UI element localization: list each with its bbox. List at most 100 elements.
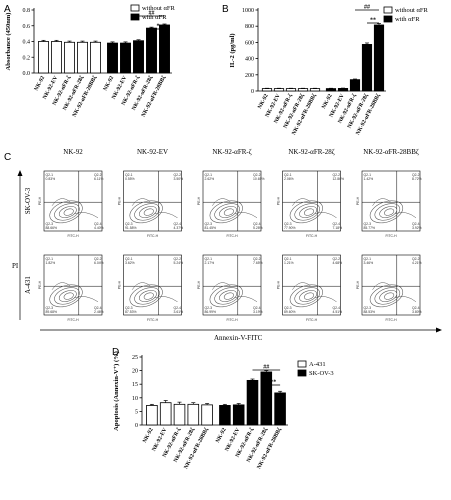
density-contour bbox=[131, 198, 151, 206]
panel-label-d: D bbox=[112, 347, 119, 358]
bar bbox=[120, 42, 131, 74]
quadrant-percent: 91.58% bbox=[125, 226, 137, 230]
legend-swatch bbox=[383, 15, 393, 23]
quadrant-name: Q2-3 bbox=[125, 306, 133, 310]
plot-ylabel: PE-H bbox=[197, 280, 201, 289]
y-tick-label: 0.4 bbox=[23, 40, 31, 46]
density-contour bbox=[129, 200, 163, 224]
quadrant-percent: 3.92% bbox=[412, 226, 422, 230]
density-contour bbox=[314, 212, 337, 218]
quadrant-percent: 89.68% bbox=[46, 310, 58, 314]
flow-plot: Q2-10.55% Q2-23.50% Q2-391.58% Q2-44.37% FIT… bbox=[118, 170, 183, 238]
legend-swatch bbox=[130, 4, 140, 12]
plot-xlabel: FITC-H bbox=[385, 318, 397, 322]
plot-ylabel: PE-H bbox=[277, 280, 281, 289]
flow-plot: Q2-11.42% Q2-28.72% Q2-385.77% Q2-43.92% FIT… bbox=[356, 170, 422, 238]
bar bbox=[107, 42, 118, 74]
bar bbox=[90, 41, 101, 74]
y-tick-label: 0 bbox=[135, 423, 138, 429]
quadrant-percent: 12.86% bbox=[333, 177, 345, 181]
quadrant-name: Q2-4 bbox=[174, 306, 182, 310]
significance-label: ** bbox=[370, 18, 376, 24]
plot-xlabel: FITC-H bbox=[67, 318, 79, 322]
significance-label: ## bbox=[364, 5, 370, 11]
plot-xlabel: FITC-H bbox=[147, 318, 159, 322]
plot-xlabel: FITC-H bbox=[226, 318, 238, 322]
quadrant-percent: 4.21% bbox=[412, 261, 422, 265]
quadrant-percent: 7.65% bbox=[253, 261, 263, 265]
y-tick-label: 0 bbox=[251, 89, 254, 95]
y-tick-label: 1000 bbox=[242, 8, 254, 14]
quadrant-percent: 3.62% bbox=[125, 261, 135, 265]
quadrant-name: Q2-3 bbox=[46, 306, 54, 310]
density-contour bbox=[212, 198, 231, 206]
flow-plot: Q2-12.06% Q2-212.86% Q2-377.90% Q2-47.18% FI… bbox=[277, 170, 345, 238]
quadrant-name: Q2-2 bbox=[253, 257, 261, 261]
y-tick-label: 0.2 bbox=[23, 55, 31, 61]
density-contour bbox=[134, 203, 160, 221]
quadrant-name: Q2-1 bbox=[205, 173, 213, 177]
y-tick-label: 200 bbox=[245, 73, 254, 79]
flow-y-arrowhead bbox=[17, 170, 23, 176]
density-contour bbox=[129, 284, 163, 308]
density-contour bbox=[54, 287, 80, 305]
quadrant-name: Q2-3 bbox=[284, 222, 292, 226]
quadrant-name: Q2-2 bbox=[412, 257, 420, 261]
plot-ylabel: PE-H bbox=[197, 196, 201, 205]
quadrant-percent: 2.46% bbox=[94, 310, 104, 314]
quadrant-name: Q2-4 bbox=[412, 306, 420, 310]
plot-xlabel: FITC-H bbox=[306, 234, 318, 238]
flow-xlabel: Annexin-V-FITC bbox=[214, 334, 263, 342]
density-contour bbox=[303, 208, 315, 216]
quadrant-name: Q2-4 bbox=[253, 222, 261, 226]
legend-swatch bbox=[383, 6, 393, 14]
quadrant-percent: 2.17% bbox=[205, 261, 215, 265]
bar bbox=[146, 405, 158, 426]
quadrant-name: Q2-2 bbox=[94, 173, 102, 177]
density-contour bbox=[384, 208, 395, 216]
panel-label-b: B bbox=[222, 4, 229, 15]
y-tick-label: 0.6 bbox=[23, 24, 31, 30]
density-contour bbox=[372, 198, 391, 206]
flow-plot: Q2-10.83% Q2-26.11% Q2-388.66% Q2-44.40% FIT… bbox=[38, 170, 104, 238]
density-contour bbox=[314, 296, 337, 302]
bar bbox=[64, 41, 75, 74]
quadrant-name: Q2-3 bbox=[364, 222, 372, 226]
quadrant-name: Q2-4 bbox=[253, 306, 261, 310]
quadrant-percent: 2.62% bbox=[205, 177, 215, 181]
density-contour bbox=[49, 200, 83, 224]
quadrant-percent: 2.06% bbox=[284, 177, 294, 181]
density-contour bbox=[73, 212, 99, 219]
density-contour bbox=[379, 206, 398, 218]
density-contour bbox=[374, 203, 401, 221]
bar bbox=[133, 40, 144, 74]
density-contour bbox=[131, 282, 151, 290]
bar bbox=[201, 404, 213, 426]
y-axis-label: IL-2 (pg/ml) bbox=[229, 33, 236, 67]
quadrant-name: Q2-4 bbox=[174, 222, 182, 226]
panel-label-c: C bbox=[4, 152, 11, 163]
significance-label: ## bbox=[149, 11, 155, 17]
quadrant-name: Q2-2 bbox=[174, 173, 182, 177]
quadrant-name: Q2-2 bbox=[412, 173, 420, 177]
quadrant-name: Q2-1 bbox=[364, 257, 372, 261]
density-contour bbox=[299, 206, 318, 218]
quadrant-name: Q2-1 bbox=[125, 257, 133, 261]
bar bbox=[285, 88, 297, 92]
density-contour bbox=[299, 290, 318, 302]
y-tick-label: 0.0 bbox=[23, 71, 31, 77]
legend-label: with αFR bbox=[142, 14, 167, 21]
legend-label: A-431 bbox=[309, 361, 326, 368]
plot-xlabel: FITC-H bbox=[306, 318, 318, 322]
density-contour bbox=[292, 198, 311, 206]
quadrant-name: Q2-1 bbox=[205, 257, 213, 261]
category-label: NK-92-αFR-28BBζ bbox=[182, 426, 210, 470]
bar bbox=[146, 27, 157, 74]
plot-ylabel: PE-H bbox=[38, 280, 42, 289]
density-contour bbox=[292, 282, 311, 290]
quadrant-name: Q2-1 bbox=[364, 173, 372, 177]
category-label: NK-92 bbox=[215, 427, 228, 444]
quadrant-name: Q2-1 bbox=[284, 257, 292, 261]
density-contour bbox=[372, 282, 391, 290]
